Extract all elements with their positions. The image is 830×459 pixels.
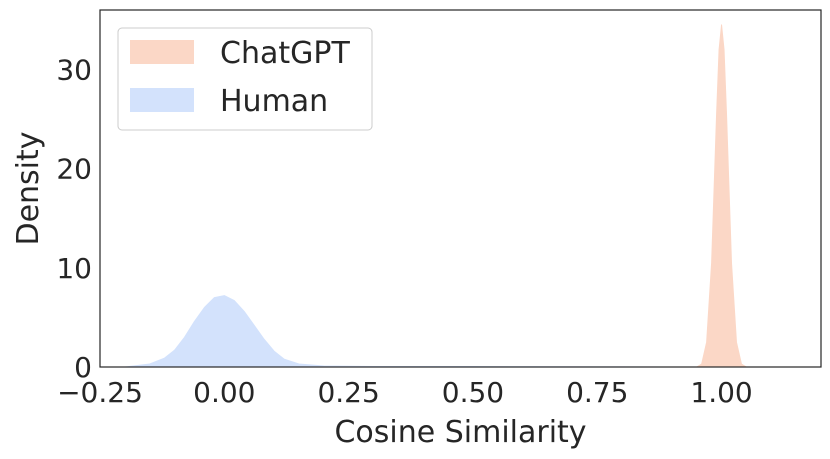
x-tick-label: 0.75: [566, 376, 628, 409]
x-axis: −0.25 0.00 0.25 0.50 0.75 1.00: [57, 376, 753, 409]
x-tick-label: 0.50: [442, 376, 504, 409]
legend: ChatGPT Human: [117, 27, 373, 131]
legend-swatch-chatgpt: [130, 40, 194, 64]
x-tick-label: 1.00: [690, 376, 752, 409]
y-tick-label: 20: [56, 153, 92, 186]
legend-label-human: Human: [220, 84, 328, 119]
y-axis: 0 10 20 30: [56, 54, 92, 385]
plot-frame: [99, 9, 822, 368]
y-tick-label: 10: [56, 252, 92, 285]
x-tick-label: 0.25: [317, 376, 379, 409]
y-tick-label: 0: [74, 351, 92, 384]
y-axis-label: Density: [11, 131, 46, 245]
legend-label-chatgpt: ChatGPT: [220, 36, 350, 71]
density-area-human: [124, 295, 673, 368]
legend-swatch-human: [130, 88, 194, 112]
x-axis-label: Cosine Similarity: [334, 415, 586, 450]
y-tick-label: 30: [56, 54, 92, 87]
density-area-chatgpt: [696, 24, 747, 368]
x-tick-label: 0.00: [193, 376, 255, 409]
x-tick-label: −0.25: [57, 376, 143, 409]
